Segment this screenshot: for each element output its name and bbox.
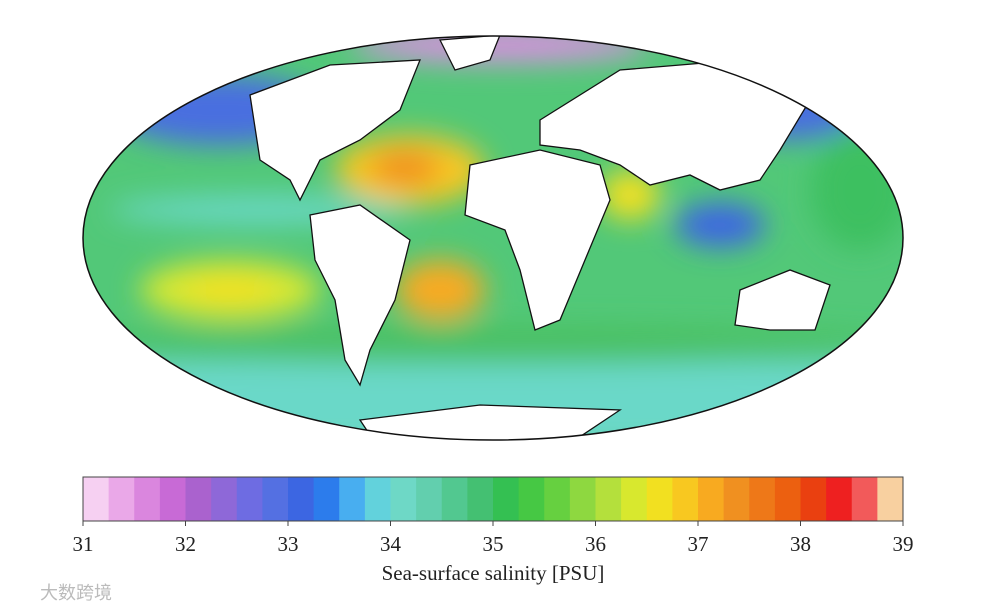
colorbar-segment [236, 477, 263, 521]
colorbar-segment [83, 477, 110, 521]
colorbar-segment [672, 477, 699, 521]
colorbar-segment [416, 477, 443, 521]
colorbar-segment [646, 477, 673, 521]
colorbar-segment [800, 477, 827, 521]
colorbar-segment [723, 477, 750, 521]
colorbar-tick-label: 36 [585, 532, 606, 556]
colorbar-segment [441, 477, 468, 521]
colorbar-segment [544, 477, 571, 521]
colorbar-tick-label: 33 [278, 532, 299, 556]
map-outline [82, 35, 904, 441]
colorbar-tick-label: 32 [175, 532, 196, 556]
colorbar-segment [134, 477, 161, 521]
colorbar-tick-label: 31 [73, 532, 94, 556]
colorbar-segment [313, 477, 340, 521]
colorbar-tick-label: 39 [893, 532, 914, 556]
colorbar-segment [518, 477, 545, 521]
colorbar-segment [364, 477, 391, 521]
colorbar-segment [749, 477, 776, 521]
colorbar-tick-label: 35 [483, 532, 504, 556]
colorbar-segment [877, 477, 904, 521]
salinity-map [83, 36, 903, 440]
colorbar-segment [108, 477, 135, 521]
colorbar-segment [262, 477, 289, 521]
colorbar-segment [595, 477, 622, 521]
colorbar-segment [185, 477, 212, 521]
colorbar-segment [288, 477, 315, 521]
colorbar-label: Sea-surface salinity [PSU] [382, 561, 605, 585]
colorbar-segment [826, 477, 853, 521]
colorbar-segment [493, 477, 520, 521]
colorbar-segment [698, 477, 725, 521]
colorbar-tick-label: 37 [688, 532, 709, 556]
colorbar-segment [467, 477, 494, 521]
colorbar [83, 477, 904, 521]
colorbar-segment [851, 477, 878, 521]
colorbar-segment [774, 477, 801, 521]
colorbar-segment [390, 477, 417, 521]
colorbar-segment [339, 477, 366, 521]
colorbar-segment [211, 477, 238, 521]
colorbar-tick-label: 34 [380, 532, 402, 556]
colorbar-segment [621, 477, 648, 521]
colorbar-tick-label: 38 [790, 532, 811, 556]
watermark: 大数跨境 [40, 583, 112, 604]
colorbar-segment [159, 477, 186, 521]
colorbar-segment [569, 477, 596, 521]
